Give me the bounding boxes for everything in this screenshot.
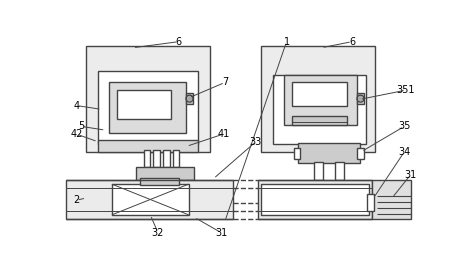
Text: 6: 6 [176, 37, 182, 47]
Bar [98, 71, 198, 144]
Bar [292, 116, 347, 125]
Text: 2: 2 [73, 195, 80, 205]
Bar [261, 184, 369, 215]
Bar [258, 180, 372, 219]
Bar [314, 162, 323, 180]
Bar [298, 143, 360, 163]
Bar [172, 150, 179, 167]
Bar [367, 194, 374, 211]
Bar [86, 46, 210, 152]
Bar [137, 167, 194, 180]
Text: 5: 5 [78, 121, 84, 131]
Text: 4: 4 [73, 100, 79, 110]
Text: 7: 7 [222, 77, 228, 87]
Bar [292, 82, 347, 106]
Bar [372, 180, 411, 219]
Bar [294, 148, 301, 160]
Text: 1: 1 [283, 37, 290, 47]
Bar [144, 150, 150, 167]
Bar [357, 148, 363, 160]
Bar [261, 46, 375, 152]
Bar [140, 178, 179, 185]
Text: 31: 31 [215, 228, 227, 238]
Bar [112, 184, 189, 215]
Bar [357, 93, 363, 104]
Bar [153, 150, 159, 167]
Text: 351: 351 [397, 85, 415, 95]
Bar [66, 180, 233, 219]
Text: 6: 6 [349, 37, 355, 47]
Bar [186, 93, 192, 104]
Bar [274, 75, 366, 144]
Bar [110, 82, 186, 133]
Text: 33: 33 [250, 137, 262, 147]
Circle shape [358, 97, 363, 100]
Text: 35: 35 [398, 121, 411, 131]
Text: 41: 41 [217, 129, 230, 139]
Text: 32: 32 [152, 228, 164, 238]
Text: 31: 31 [404, 170, 417, 180]
Bar [284, 75, 357, 125]
Circle shape [188, 97, 192, 100]
Text: 42: 42 [70, 129, 82, 139]
Bar [98, 140, 198, 152]
Bar [117, 90, 171, 119]
Bar [335, 162, 344, 180]
Text: 34: 34 [398, 147, 411, 157]
Bar [164, 150, 170, 167]
